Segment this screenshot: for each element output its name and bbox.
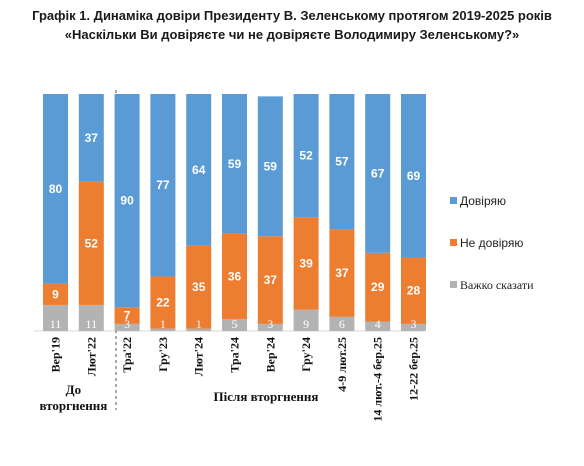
data-label: 52 [85,236,99,250]
bar-segment [401,323,426,331]
data-label: 11 [86,317,98,331]
category-label: Тра'22 [120,337,134,373]
bar-segment [329,94,355,230]
data-label: 9 [303,317,309,331]
data-label: 7 [124,309,131,323]
bar-segment [365,94,391,253]
group-label-pre-invasion-line1: До [66,382,81,397]
bar-segment [401,94,426,258]
bars-layer [43,94,426,331]
category-label: 14 лют.-4 бер.25 [371,337,385,422]
data-label: 64 [192,163,206,177]
data-label: 9 [52,287,59,301]
labels-layer: 11980Вер'19115237Лют'223790Тра'2212277Гр… [49,131,421,422]
data-label: 6 [339,317,345,331]
bar-segment [293,94,319,218]
data-label: 52 [299,149,313,163]
legend-label: Важко сказати [460,278,534,292]
data-label: 1 [196,317,202,331]
bar-segment [329,229,355,317]
data-label: 90 [120,194,134,208]
bar-segment [150,328,176,331]
category-label: Гру'23 [156,337,170,372]
data-label: 67 [371,166,385,180]
category-label: Лют'22 [84,337,98,376]
chart-title: Графік 1. Динаміка довіри Президенту В. … [0,6,584,44]
data-label: 37 [85,131,99,145]
data-label: 1 [160,317,166,331]
bar-segment [186,94,212,246]
bar-segment [43,94,68,284]
data-label: 80 [49,182,63,196]
group-label-pre-invasion-line2: вторгнення [39,398,107,413]
data-label: 11 [50,317,62,331]
category-label: Лют'24 [192,337,206,376]
legend: Довіряю Не довіряю Важко сказати [450,194,534,292]
bar-segment [257,236,283,324]
legend-swatch [450,239,457,246]
bar-segment [43,304,68,331]
data-label: 77 [156,178,170,192]
bar-segment [186,328,212,331]
legend-label: Не довіряю [460,236,523,250]
data-label: 57 [335,155,349,169]
data-label: 5 [232,317,238,331]
bar-segment [114,94,140,308]
data-label: 3 [267,317,273,331]
bar-segment [114,307,140,324]
bar-segment [114,323,140,331]
bar-segment [222,319,247,331]
category-label: 4-9 лют.25 [335,337,349,392]
data-label: 59 [228,157,242,171]
group-label-post-invasion: Після вторгнення [214,389,319,404]
category-label: Вер'24 [263,337,277,372]
data-label: 28 [407,284,421,298]
bar-segment [293,309,319,331]
category-label: Тра'24 [228,337,242,373]
data-label: 3 [411,317,417,331]
data-label: 37 [335,266,349,280]
bar-segment [222,233,247,320]
bar-segment [329,316,355,331]
bar-segment [222,94,247,234]
bar-segment [293,217,319,310]
bar-segment [401,257,426,324]
data-label: 4 [375,317,381,331]
data-label: 3 [124,317,130,331]
data-label: 22 [156,296,170,310]
bar-segment [365,252,391,322]
category-label: 12-22 бер.25 [407,337,421,401]
bar-segment [257,96,283,237]
category-label: Вер'19 [49,337,63,372]
data-label: 37 [264,273,278,287]
data-label: 39 [299,256,313,270]
data-label: 29 [371,280,385,294]
data-label: 59 [264,159,278,173]
bar-segment [257,323,283,331]
legend-swatch [450,281,457,288]
data-label: 35 [192,280,206,294]
data-label: 36 [228,269,242,283]
bar-segment [186,245,212,329]
data-label: 69 [407,169,421,183]
bar-segment [150,94,176,277]
bar-segment [78,181,104,305]
legend-swatch [450,197,457,204]
bar-segment [78,94,104,182]
chart-title-line1: Графік 1. Динаміка довіри Президенту В. … [32,8,552,23]
legend-label: Довіряю [460,194,506,208]
bar-segment [78,304,104,331]
chart-title-line2: «Наскільки Ви довіряєте чи не довіряєте … [64,27,520,42]
bar-segment [43,283,68,305]
bar-segment [365,321,391,331]
category-label: Гру'24 [299,337,313,372]
bar-segment [150,276,176,329]
